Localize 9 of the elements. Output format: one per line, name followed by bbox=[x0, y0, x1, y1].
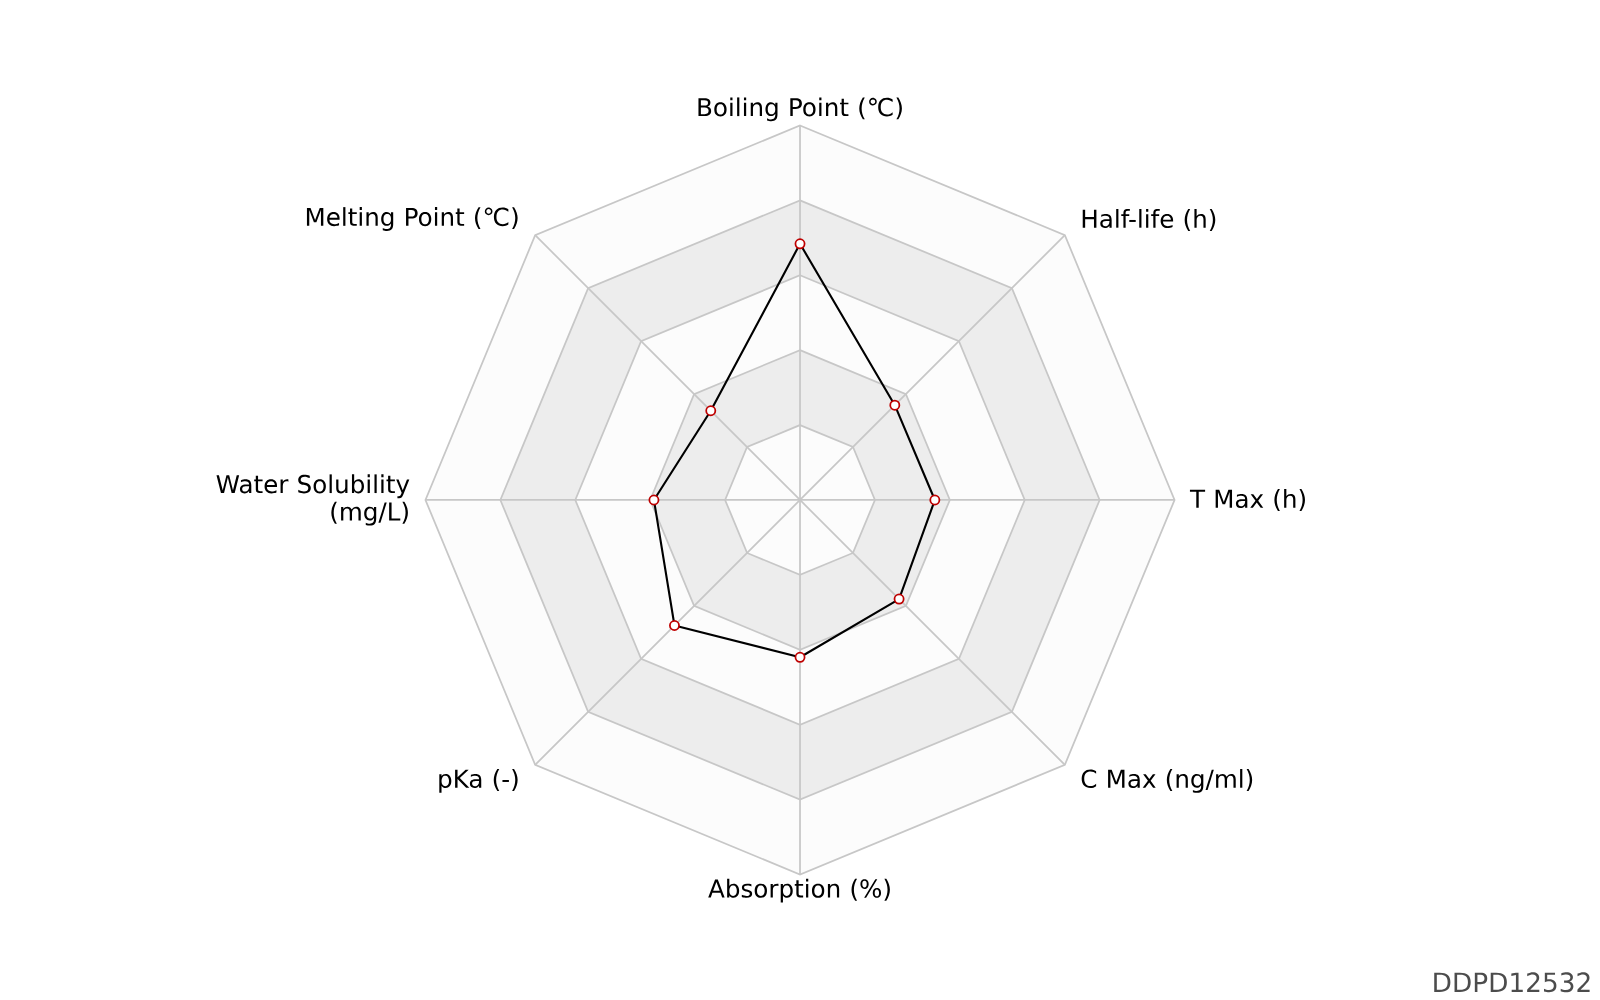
spoke-label: C Max (ng/ml) bbox=[1081, 769, 1253, 793]
spoke-label: Melting Point (℃) bbox=[306, 207, 518, 231]
text: DDPD12532 bbox=[1434, 972, 1590, 993]
spoke-label: Boiling Point (℃) bbox=[698, 97, 902, 122]
spoke-label: Water Solubility (mg/L) bbox=[216, 474, 410, 526]
spoke-label: Half-life (h) bbox=[1082, 209, 1216, 231]
spoke-label: T Max (h) bbox=[1189, 489, 1305, 511]
spoke-label: Absorption (%) bbox=[708, 878, 890, 903]
spoke-label: pKa (-) bbox=[439, 769, 518, 793]
